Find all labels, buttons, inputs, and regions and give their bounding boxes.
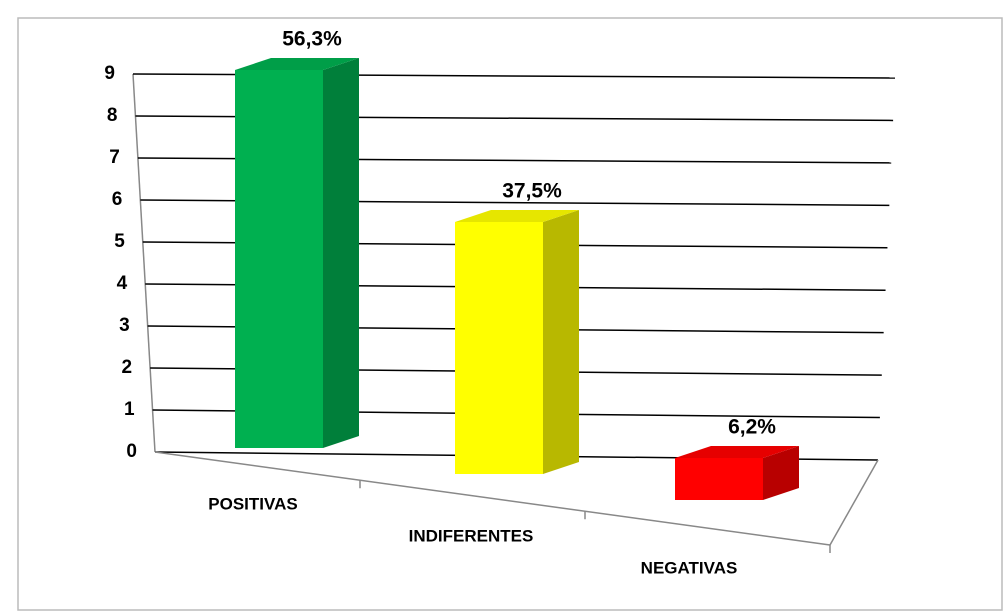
floor-side: [829, 459, 879, 546]
y-tick-label: 7: [109, 147, 120, 168]
y-axis: [132, 73, 156, 453]
y-tick-label: 5: [114, 231, 125, 252]
x-tick-label: POSITIVAS: [208, 494, 297, 513]
y-tick-label: 2: [122, 357, 133, 378]
data-label: 6,2%: [728, 416, 776, 439]
x-tick-label: INDIFERENTES: [409, 526, 534, 545]
bar-side: [543, 210, 579, 474]
bar: [455, 222, 543, 474]
y-tick-label: 1: [124, 399, 135, 420]
data-label: 56,3%: [282, 28, 342, 51]
bar: [235, 70, 323, 448]
y-tick-label: 4: [117, 273, 128, 294]
y-tick-label: 9: [104, 63, 115, 84]
bar-side: [763, 446, 799, 500]
bar-top: [235, 58, 359, 70]
y-tick-label: 6: [112, 189, 123, 210]
floor-front: [154, 451, 831, 546]
bar: [675, 458, 763, 500]
y-tick-label: 0: [126, 441, 137, 462]
bar-side: [323, 58, 359, 448]
bar-top: [455, 210, 579, 222]
x-tick-label: NEGATIVAS: [641, 558, 738, 577]
y-tick-label: 3: [119, 315, 130, 336]
y-tick-label: 8: [107, 105, 118, 126]
bar-top: [675, 446, 799, 458]
data-label: 37,5%: [502, 180, 562, 203]
